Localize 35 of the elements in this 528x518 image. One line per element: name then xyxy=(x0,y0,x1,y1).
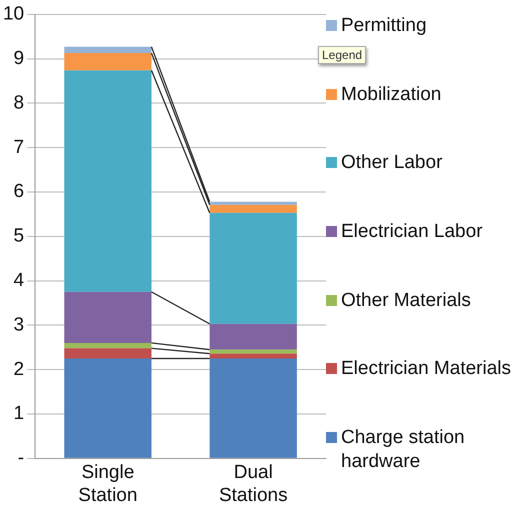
bar xyxy=(210,354,297,358)
y-tick-label: 3 xyxy=(14,314,24,336)
legend-label: Mobilization xyxy=(341,82,442,107)
bar xyxy=(64,46,152,54)
x-tick-label: Single Station xyxy=(78,462,138,506)
bar xyxy=(64,342,152,348)
bar xyxy=(210,350,297,354)
legend-label: Other Labor xyxy=(341,151,444,176)
legend-label: Other Materials xyxy=(341,288,472,313)
y-tick-label: 8 xyxy=(14,92,24,114)
y-tick-label: 4 xyxy=(14,270,25,292)
bar xyxy=(64,70,152,292)
bar xyxy=(210,202,297,205)
bar xyxy=(210,358,297,458)
x-tick-label: Dual Stations xyxy=(218,462,288,506)
y-tick-label: 10 xyxy=(2,4,24,25)
y-tick-label: 5 xyxy=(14,226,24,247)
y-tick-label: - xyxy=(18,448,24,469)
bar xyxy=(64,348,152,358)
y-tick-label: 7 xyxy=(14,136,24,158)
bar xyxy=(64,358,152,458)
bar xyxy=(210,212,297,324)
bar xyxy=(64,292,152,343)
y-tick-label: 9 xyxy=(14,48,24,70)
y-tick-label: 2 xyxy=(14,358,24,380)
bar xyxy=(210,204,297,213)
bar xyxy=(210,324,297,350)
bar xyxy=(64,53,152,70)
y-tick-label: 1 xyxy=(14,403,24,424)
y-tick-label: 6 xyxy=(14,181,24,202)
legend-label: Charge station hardware xyxy=(341,426,466,474)
legend-label: Permitting xyxy=(341,14,428,38)
legend-label: Electrician Labor xyxy=(341,220,484,244)
annotation: Legend xyxy=(318,46,366,64)
legend-label: Electrician Materials xyxy=(341,357,511,382)
